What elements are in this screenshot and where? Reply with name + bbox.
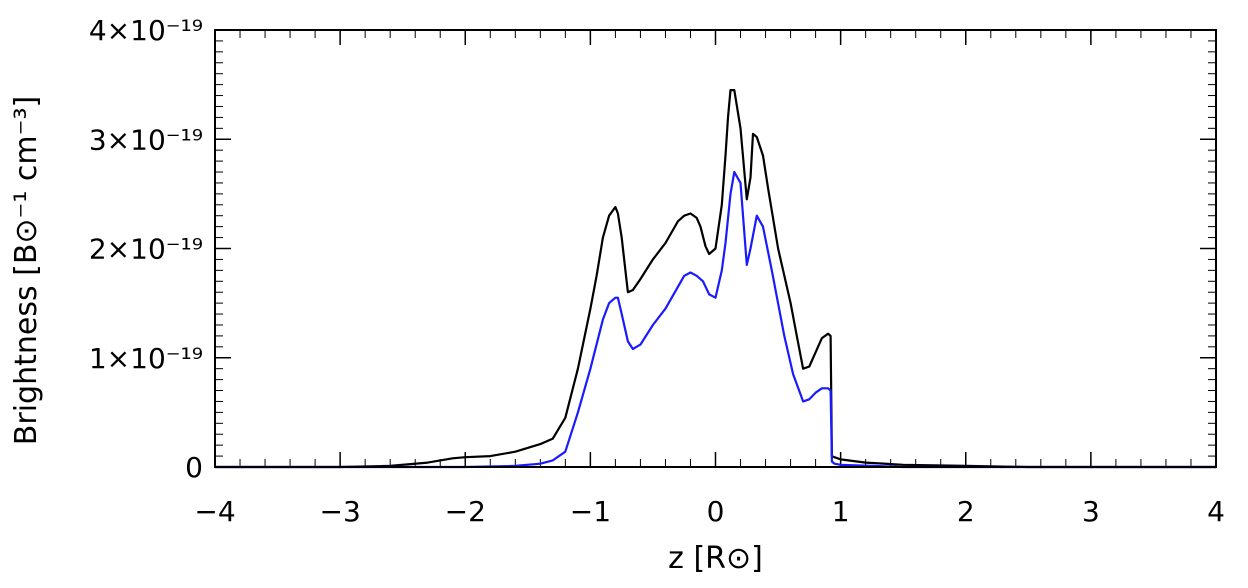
y-tick-label: 3×10⁻¹⁹: [89, 123, 203, 156]
x-tick-label: 0: [707, 495, 725, 528]
series-line-1: [215, 88, 1216, 469]
y-tick-label: 4×10⁻¹⁹: [89, 14, 203, 47]
y-tick-label: 0: [185, 451, 203, 484]
x-tick-labels: −4 −3 −2 −1 0 1 2 3 4: [194, 495, 1225, 528]
x-tick-label: 3: [1082, 495, 1100, 528]
x-tick-label: −4: [194, 495, 235, 528]
x-axis-title: z [R⊙]: [668, 541, 763, 576]
y-tick-labels: 0 1×10⁻¹⁹ 2×10⁻¹⁹ 3×10⁻¹⁹ 4×10⁻¹⁹: [89, 14, 203, 484]
x-tick-label: −2: [445, 495, 486, 528]
x-tick-label: −3: [319, 495, 360, 528]
x-tick-label: 1: [832, 495, 850, 528]
y-axis-title: Brightness [B⊙⁻¹ cm⁻³]: [9, 96, 44, 445]
x-tick-label: −1: [570, 495, 611, 528]
x-tick-label: 2: [957, 495, 975, 528]
x-tick-label: 4: [1207, 495, 1225, 528]
y-tick-label: 2×10⁻¹⁹: [89, 233, 203, 266]
series-layer: [215, 88, 1216, 469]
plot-frame: [214, 29, 1217, 468]
y-tick-label: 1×10⁻¹⁹: [89, 342, 203, 375]
series-line-2: [215, 170, 1216, 469]
